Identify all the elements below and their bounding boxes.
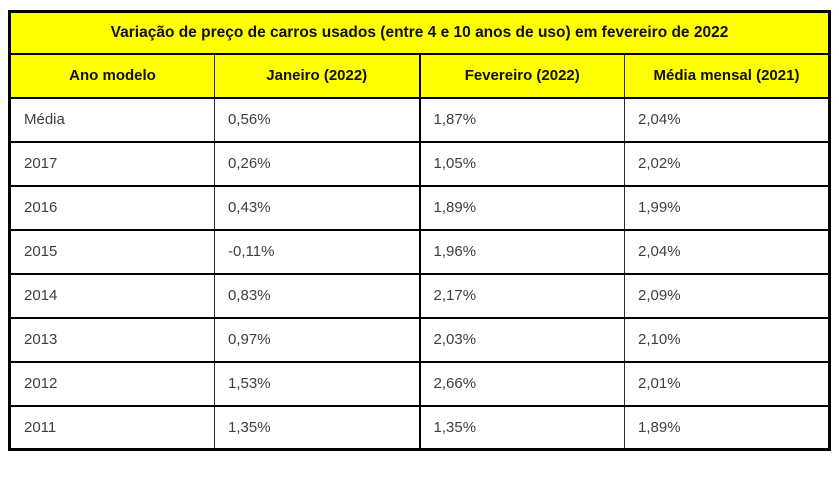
row-label: 2013 (9, 316, 215, 363)
column-header-ano-modelo: Ano modelo (9, 52, 215, 99)
row-label: 2015 (9, 228, 215, 275)
table-cell: 1,05% (418, 140, 625, 187)
table-cell: 1,99% (624, 184, 830, 231)
header-row: Ano modelo Janeiro (2022) Fevereiro (202… (9, 52, 830, 99)
table-head: Variação de preço de carros usados (entr… (9, 10, 830, 99)
table-cell: 2,01% (624, 360, 830, 407)
row-label: 2017 (9, 140, 215, 187)
table-cell: 2,10% (624, 316, 830, 363)
used-car-price-table-container: Variação de preço de carros usados (entr… (8, 10, 831, 451)
table-row: 2012 1,53% 2,66% 2,01% (9, 360, 830, 407)
table-cell: 1,89% (418, 184, 625, 231)
table-cell: 1,35% (418, 404, 625, 451)
table-row: 2013 0,97% 2,03% 2,10% (9, 316, 830, 363)
table-cell: 0,43% (214, 184, 420, 231)
row-label: Média (9, 96, 215, 143)
row-label: 2014 (9, 272, 215, 319)
row-label: 2012 (9, 360, 215, 407)
table-cell: 2,04% (624, 228, 830, 275)
table-cell: 2,03% (418, 316, 625, 363)
table-cell: 1,96% (418, 228, 625, 275)
row-label: 2016 (9, 184, 215, 231)
used-car-price-variation-table: Variação de preço de carros usados (entr… (8, 10, 831, 451)
column-header-media-mensal-2021: Média mensal (2021) (624, 52, 830, 99)
table-cell: 1,87% (418, 96, 625, 143)
table-row: 2015 -0,11% 1,96% 2,04% (9, 228, 830, 275)
table-cell: -0,11% (214, 228, 420, 275)
table-cell: 0,97% (214, 316, 420, 363)
table-cell: 1,53% (214, 360, 420, 407)
table-row: 2014 0,83% 2,17% 2,09% (9, 272, 830, 319)
table-row: 2016 0,43% 1,89% 1,99% (9, 184, 830, 231)
table-row: 2011 1,35% 1,35% 1,89% (9, 404, 830, 451)
title-row: Variação de preço de carros usados (entr… (9, 10, 830, 55)
table-cell: 2,04% (624, 96, 830, 143)
table-row: Média 0,56% 1,87% 2,04% (9, 96, 830, 143)
table-cell: 0,56% (214, 96, 420, 143)
table-cell: 2,17% (418, 272, 625, 319)
table-cell: 1,89% (624, 404, 830, 451)
column-header-janeiro-2022: Janeiro (2022) (214, 52, 420, 99)
table-cell: 2,02% (624, 140, 830, 187)
table-cell: 2,09% (624, 272, 830, 319)
table-body: Média 0,56% 1,87% 2,04% 2017 0,26% 1,05% 2,02% 2… (9, 96, 830, 451)
table-cell: 1,35% (214, 404, 420, 451)
table-title: Variação de preço de carros usados (entr… (9, 10, 830, 55)
table-cell: 0,83% (214, 272, 420, 319)
row-label: 2011 (9, 404, 215, 451)
table-row: 2017 0,26% 1,05% 2,02% (9, 140, 830, 187)
table-cell: 2,66% (418, 360, 625, 407)
column-header-fevereiro-2022: Fevereiro (2022) (418, 52, 625, 99)
table-cell: 0,26% (214, 140, 420, 187)
